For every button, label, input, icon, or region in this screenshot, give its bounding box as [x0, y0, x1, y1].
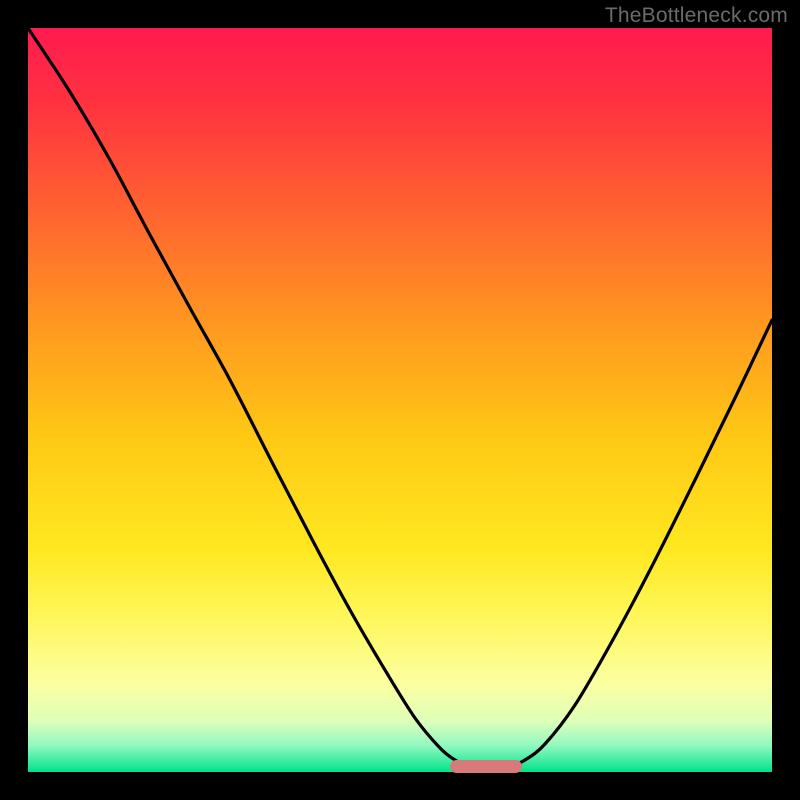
chart-frame: TheBottleneck.com	[0, 0, 800, 800]
optimal-range-marker	[450, 760, 522, 773]
bottleneck-chart	[0, 0, 800, 800]
chart-background	[28, 28, 772, 772]
watermark-text: TheBottleneck.com	[605, 4, 788, 28]
